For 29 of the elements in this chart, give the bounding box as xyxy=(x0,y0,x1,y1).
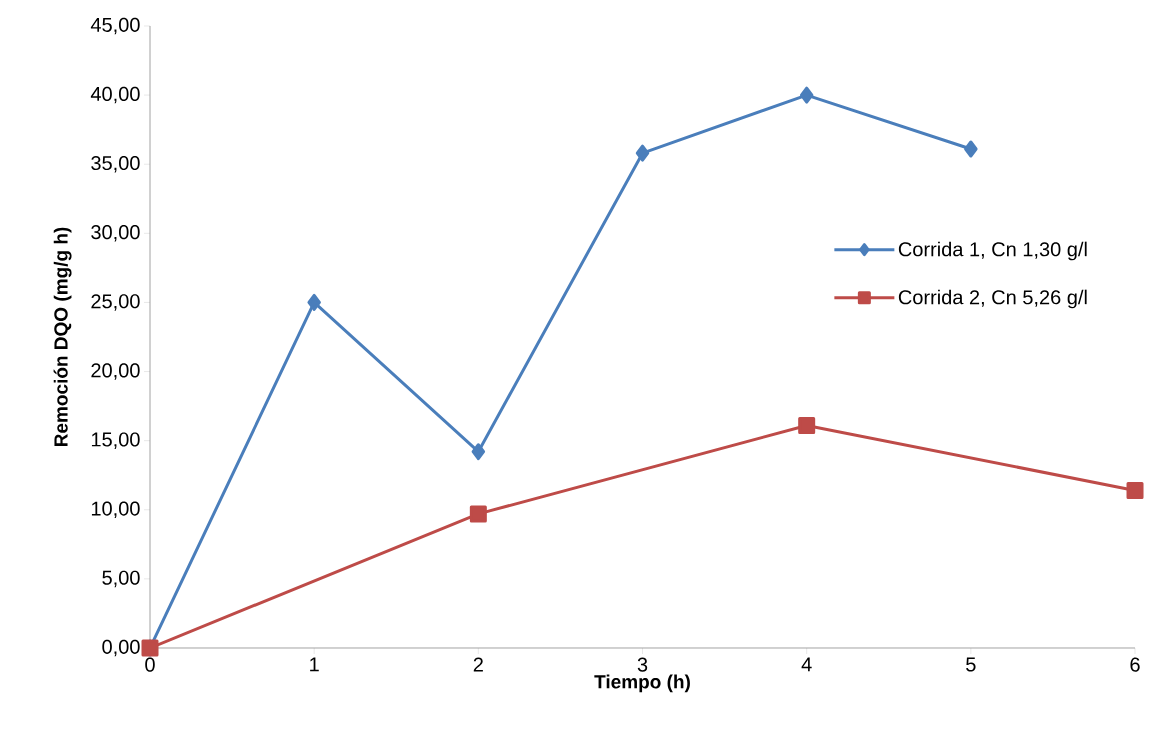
y-tick-label: 10,00 xyxy=(91,501,140,519)
point xyxy=(964,140,978,158)
y-tick-label: 30,00 xyxy=(91,225,140,242)
y-tick-label: 45,00 xyxy=(90,17,140,35)
legend-label: Corrida 2, Cn 5,26 g/l xyxy=(898,289,1087,309)
point xyxy=(799,86,814,104)
x-tick-label: 6 xyxy=(1130,657,1140,672)
x-tick-label: 2 xyxy=(473,657,483,672)
point xyxy=(1126,481,1144,499)
y-tick-label: 35,00 xyxy=(91,155,140,173)
x-tick-label: 3 xyxy=(637,657,648,672)
point xyxy=(471,443,486,461)
point xyxy=(307,293,321,311)
y-tick-label: 5,00 xyxy=(102,570,140,588)
y-tick-label: 0,00 xyxy=(102,639,140,657)
y-tick-label: 40,00 xyxy=(90,86,140,104)
point xyxy=(635,144,650,162)
x-tick-label: 4 xyxy=(801,657,812,672)
x-tick-label: 5 xyxy=(966,657,976,672)
x-tick-label: 0 xyxy=(145,657,155,672)
point xyxy=(469,505,487,523)
x-tick-label: 1 xyxy=(310,657,319,672)
y-tick-label: 25,00 xyxy=(91,294,140,311)
y-tick-label: 20,00 xyxy=(91,363,140,380)
x-axis-title: Tiempo (h) xyxy=(594,674,690,693)
point xyxy=(798,416,816,434)
y-tick-label: 15,00 xyxy=(91,432,140,449)
y-axis-title: Remoción DQO (mg/g h) xyxy=(53,227,72,447)
legend-label: Corrida 1, Cn 1,30 g/l xyxy=(898,241,1087,261)
